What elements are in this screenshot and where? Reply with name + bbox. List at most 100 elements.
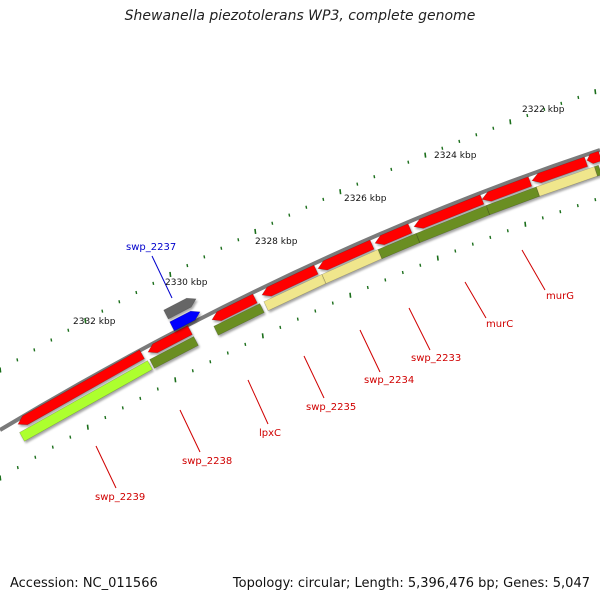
leader-line bbox=[303, 355, 325, 399]
gene-swp-2235[interactable] bbox=[261, 264, 319, 297]
scale-tick bbox=[524, 221, 527, 227]
scale-tick bbox=[67, 328, 70, 332]
scale-labels: 2322 kbp 2324 kbp 2326 kbp 2328 kbp 2330… bbox=[73, 105, 565, 327]
scale-tick bbox=[509, 119, 512, 125]
scale-tick bbox=[186, 263, 189, 268]
scale-tick bbox=[84, 318, 87, 324]
leader-line bbox=[95, 445, 117, 489]
leader-line bbox=[521, 249, 546, 291]
scale-tick bbox=[401, 270, 404, 275]
scale-tick bbox=[174, 377, 177, 383]
scale-tick bbox=[33, 348, 36, 352]
scale-tick bbox=[0, 475, 2, 481]
scale-tick bbox=[51, 445, 54, 449]
scale-tick bbox=[288, 213, 291, 217]
scale-tick bbox=[541, 216, 544, 220]
scale-tick bbox=[322, 197, 325, 202]
gene-lpxc[interactable] bbox=[211, 293, 258, 322]
gene-label-swp-2235[interactable]: swp_2235 bbox=[306, 402, 356, 413]
gene-cog-lpxc[interactable] bbox=[213, 303, 265, 336]
scale-tick bbox=[471, 242, 474, 246]
scale-tick bbox=[356, 182, 359, 186]
scale-tick bbox=[226, 351, 229, 355]
scale-tick bbox=[191, 369, 194, 373]
scale-tick bbox=[203, 255, 206, 259]
scale-tick bbox=[237, 238, 240, 242]
scale-tick bbox=[559, 210, 562, 214]
scale-tick bbox=[118, 300, 121, 304]
gene-labels: swp_2237 murG murC swp_2233 swp_2234 swp… bbox=[95, 242, 574, 503]
scale-tick bbox=[424, 152, 427, 158]
label-leader-lines bbox=[95, 249, 546, 489]
leader-line bbox=[179, 409, 201, 453]
gene-swp-2237[interactable] bbox=[169, 310, 201, 332]
genome-summary-text: Topology: circular; Length: 5,396,476 bp… bbox=[232, 576, 590, 591]
gene-swp-2234[interactable] bbox=[317, 239, 375, 271]
gene-edge[interactable] bbox=[586, 150, 600, 164]
scale-tick bbox=[366, 285, 369, 290]
scale-tick bbox=[560, 101, 563, 105]
scale-tick bbox=[331, 301, 334, 305]
scale-tick bbox=[209, 360, 212, 364]
gene-label-murc[interactable]: murC bbox=[486, 319, 513, 330]
scale-tick bbox=[169, 271, 172, 278]
scale-tick bbox=[279, 325, 282, 330]
scale-tick bbox=[577, 95, 580, 100]
accession-text: Accession: NC_011566 bbox=[10, 576, 158, 591]
scale-tick bbox=[156, 387, 159, 391]
scale-tick bbox=[390, 167, 393, 172]
scale-tick bbox=[475, 133, 478, 137]
gene-label-murg[interactable]: murG bbox=[546, 291, 574, 302]
scale-tick bbox=[121, 406, 124, 410]
scale-label-2332: 2332 kbp bbox=[73, 317, 116, 327]
scale-tick bbox=[441, 146, 444, 150]
scale-tick bbox=[594, 198, 597, 202]
leader-line bbox=[464, 281, 487, 319]
scale-tick bbox=[139, 396, 142, 400]
scale-tick bbox=[135, 290, 138, 295]
scale-tick bbox=[101, 309, 104, 313]
scale-tick bbox=[261, 333, 264, 339]
gene-label-swp-2237[interactable]: swp_2237 bbox=[126, 242, 176, 253]
scale-tick bbox=[339, 189, 342, 195]
gene-label-swp-2233[interactable]: swp_2233 bbox=[411, 353, 461, 364]
gene-murg[interactable] bbox=[481, 176, 533, 202]
gene-label-lpxc[interactable]: lpxC bbox=[259, 428, 281, 439]
gene-swp-2239[interactable] bbox=[17, 349, 145, 425]
gene-cog-swp-2238[interactable] bbox=[149, 336, 199, 369]
scale-tick bbox=[86, 424, 89, 430]
scale-label-2328: 2328 kbp bbox=[255, 237, 298, 247]
scale-tick bbox=[69, 435, 72, 439]
gene-feature-track bbox=[17, 150, 600, 442]
scale-tick-track bbox=[0, 89, 597, 481]
scale-tick bbox=[436, 255, 439, 261]
scale-tick bbox=[594, 89, 597, 95]
scale-tick bbox=[454, 249, 457, 253]
gene-murg-next[interactable] bbox=[531, 156, 589, 184]
scale-tick bbox=[104, 415, 107, 420]
leader-line bbox=[151, 255, 173, 299]
gene-swp-2238[interactable] bbox=[147, 325, 193, 354]
scale-tick bbox=[152, 281, 155, 286]
scale-tick bbox=[271, 221, 274, 225]
scale-tick bbox=[576, 203, 579, 208]
scale-tick bbox=[373, 175, 376, 179]
scale-tick bbox=[220, 246, 223, 250]
scale-tick bbox=[458, 139, 461, 144]
gene-swp-2233[interactable] bbox=[374, 223, 413, 246]
gene-label-swp-2234[interactable]: swp_2234 bbox=[364, 375, 414, 386]
scale-tick bbox=[305, 205, 308, 209]
scale-tick bbox=[50, 338, 53, 342]
gene-cog-edge[interactable] bbox=[594, 164, 600, 177]
scale-tick bbox=[492, 126, 495, 130]
scale-tick bbox=[543, 107, 546, 112]
leader-line bbox=[359, 329, 381, 373]
gene-label-swp-2239[interactable]: swp_2239 bbox=[95, 492, 145, 503]
scale-label-2324: 2324 kbp bbox=[434, 151, 477, 161]
gene-cog-swp-2239[interactable] bbox=[19, 360, 153, 442]
gene-label-swp-2238[interactable]: swp_2238 bbox=[182, 456, 232, 467]
scale-tick bbox=[16, 465, 19, 470]
map-title: Shewanella piezotolerans WP3, complete g… bbox=[124, 8, 476, 24]
gene-swp-2237-gray[interactable] bbox=[163, 297, 197, 320]
scale-tick bbox=[244, 342, 247, 346]
